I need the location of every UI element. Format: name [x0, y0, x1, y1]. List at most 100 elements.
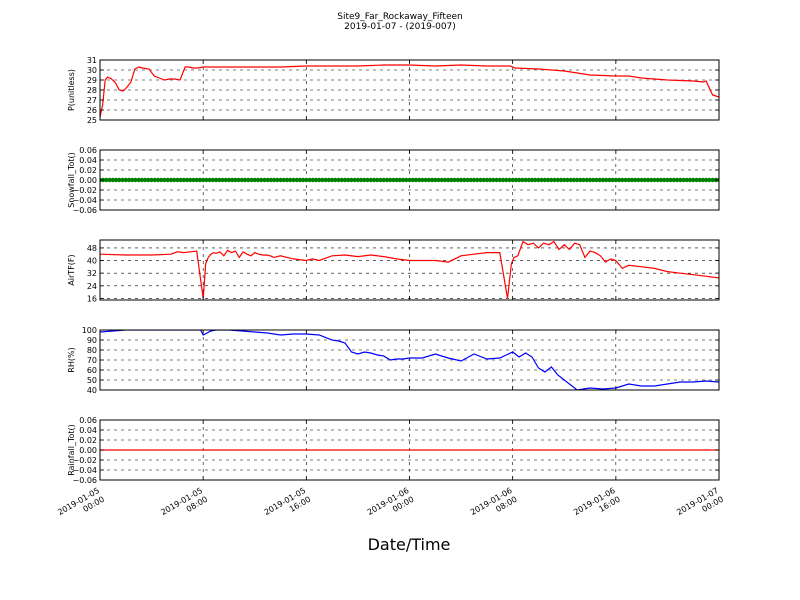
- data-point: [416, 177, 422, 183]
- y-tick-label: 0.00: [79, 446, 97, 455]
- data-point: [616, 177, 622, 183]
- data-point: [520, 177, 525, 183]
- data-point: [258, 177, 264, 183]
- y-tick-label: 29: [87, 76, 97, 85]
- data-point: [655, 177, 660, 183]
- data-point: [558, 177, 564, 183]
- y-tick-label: 31: [87, 56, 97, 65]
- data-point: [504, 177, 509, 183]
- y-tick-label: 27: [87, 96, 97, 105]
- data-point: [623, 177, 628, 183]
- data-point: [468, 177, 473, 183]
- data-point: [407, 177, 412, 183]
- data-point: [307, 177, 312, 183]
- chart-title: Site9_Far_Rockaway_Fifteen: [337, 12, 463, 22]
- y-tick-label: 28: [87, 86, 97, 95]
- x-tick-label: 2019-01-0500:00: [56, 486, 106, 526]
- data-point: [342, 177, 348, 183]
- data-point: [413, 177, 419, 183]
- data-point: [594, 177, 599, 183]
- data-point: [484, 177, 490, 183]
- data-point: [645, 177, 651, 183]
- data-point: [471, 177, 477, 183]
- data-point: [336, 177, 341, 183]
- data-point: [313, 177, 319, 183]
- plot-area: [100, 177, 719, 183]
- y-tick-label: 25: [87, 116, 97, 125]
- data-point: [700, 177, 706, 183]
- y-tick-label: 0.00: [79, 176, 97, 185]
- data-point: [410, 177, 415, 183]
- y-tick-label: 30: [87, 66, 97, 75]
- chart-subtitle: 2019-01-07 - (2019-007): [344, 22, 456, 32]
- y-tick-label: 80: [87, 346, 97, 355]
- data-point: [526, 177, 531, 183]
- data-point: [674, 177, 680, 183]
- data-point: [703, 177, 709, 183]
- data-point: [333, 177, 338, 183]
- data-point: [362, 177, 367, 183]
- data-point: [304, 177, 309, 183]
- data-point: [587, 177, 593, 183]
- series-line: [100, 64, 719, 118]
- data-point: [184, 177, 190, 183]
- y-tick-label: 32: [87, 269, 97, 278]
- data-point: [368, 177, 374, 183]
- data-point: [126, 177, 132, 183]
- y-tick-label: 0.02: [79, 436, 97, 445]
- data-point: [275, 177, 280, 183]
- x-axis-label: Date/Time: [368, 535, 451, 554]
- data-point: [481, 177, 486, 183]
- data-point: [352, 177, 357, 183]
- y-tick-label: 40: [87, 386, 97, 395]
- data-point: [513, 177, 519, 183]
- data-point: [445, 177, 451, 183]
- y-axis-label: AirTF(F): [67, 254, 76, 285]
- data-point: [394, 177, 399, 183]
- data-point: [458, 177, 464, 183]
- data-point: [249, 177, 254, 183]
- data-point: [197, 177, 203, 183]
- data-point: [146, 177, 151, 183]
- data-point: [465, 177, 470, 183]
- data-point: [574, 177, 580, 183]
- data-point: [516, 177, 522, 183]
- data-point: [455, 177, 461, 183]
- data-point: [223, 177, 228, 183]
- x-tick-label: 2019-01-0516:00: [263, 486, 313, 526]
- data-point: [381, 177, 386, 183]
- data-point: [181, 177, 187, 183]
- data-point: [691, 177, 696, 183]
- data-point: [375, 177, 380, 183]
- data-point: [107, 177, 112, 183]
- y-tick-label: 100: [82, 326, 97, 335]
- data-point: [668, 177, 673, 183]
- data-point: [603, 177, 609, 183]
- data-point: [661, 177, 667, 183]
- data-point: [159, 177, 164, 183]
- data-point: [297, 177, 303, 183]
- data-point: [155, 177, 161, 183]
- data-point: [358, 177, 364, 183]
- data-point: [371, 177, 377, 183]
- data-point: [194, 177, 199, 183]
- data-point: [255, 177, 261, 183]
- y-tick-label: 0.06: [79, 146, 97, 155]
- data-point: [439, 177, 444, 183]
- y-tick-label: 0.06: [79, 416, 97, 425]
- data-point: [591, 177, 596, 183]
- y-tick-label: 0.04: [79, 156, 97, 165]
- data-point: [355, 177, 361, 183]
- data-point: [642, 177, 648, 183]
- data-point: [555, 177, 561, 183]
- data-point: [210, 177, 216, 183]
- data-point: [436, 177, 441, 183]
- data-point: [288, 177, 293, 183]
- data-point: [429, 177, 435, 183]
- data-point: [378, 177, 383, 183]
- data-point: [629, 177, 635, 183]
- data-point: [191, 177, 196, 183]
- data-point: [404, 177, 409, 183]
- data-point: [397, 177, 403, 183]
